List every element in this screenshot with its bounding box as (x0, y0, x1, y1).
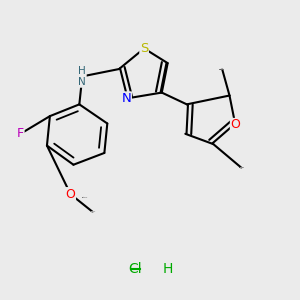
Text: O: O (230, 118, 240, 131)
Text: methyl: methyl (220, 68, 225, 70)
Text: methoxy: methoxy (82, 196, 88, 198)
Text: F: F (17, 127, 24, 140)
Text: Cl: Cl (128, 262, 142, 276)
Text: methyl2: methyl2 (219, 68, 225, 70)
Text: methyl5: methyl5 (238, 167, 244, 168)
Text: N: N (122, 92, 131, 105)
Text: O: O (66, 188, 75, 201)
Text: H: H (163, 262, 173, 276)
Text: S: S (140, 42, 148, 55)
Text: methyl: methyl (239, 167, 244, 168)
Text: methoxy: methoxy (89, 211, 96, 212)
Text: H
N: H N (78, 66, 86, 87)
